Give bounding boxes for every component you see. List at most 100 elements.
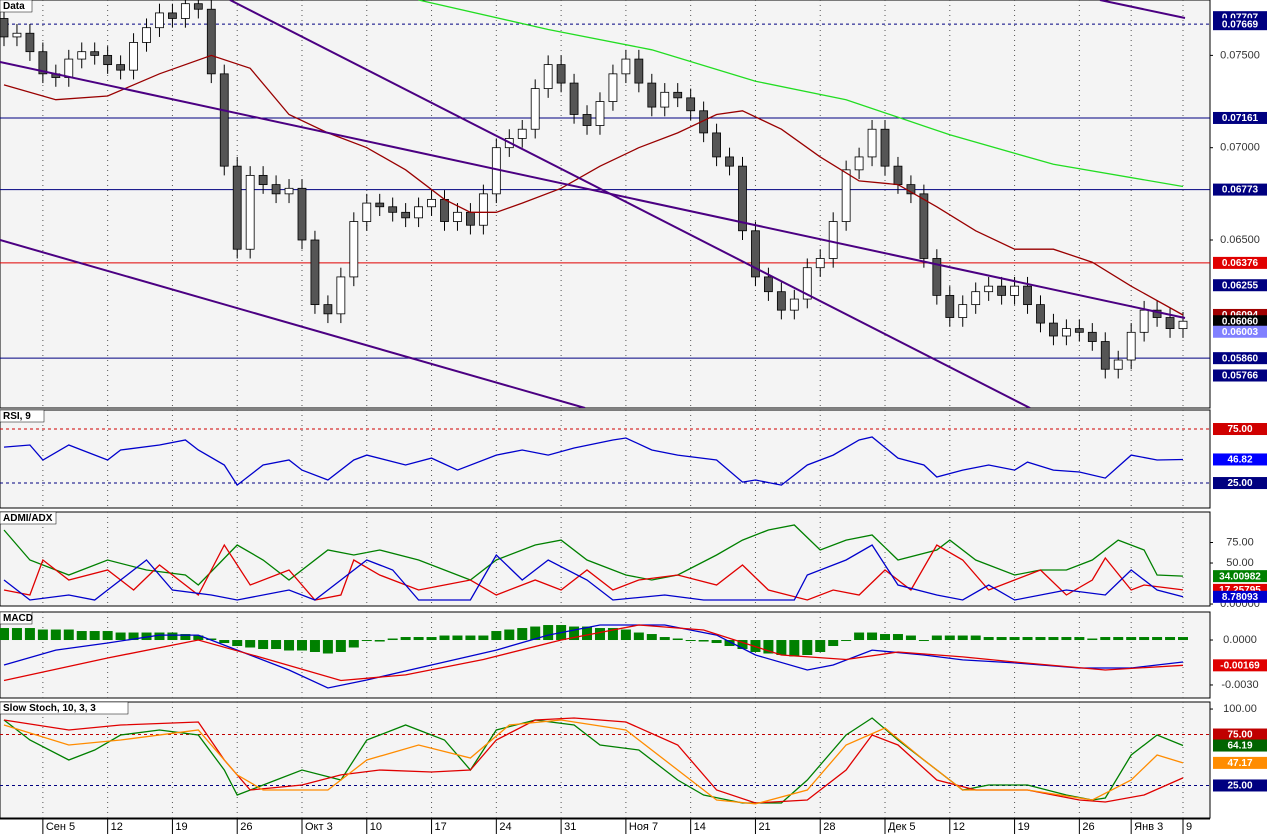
trend-line — [229, 0, 1031, 408]
candle-body — [660, 91, 670, 108]
value-marker — [1213, 590, 1267, 603]
candle-body — [802, 267, 812, 300]
candle-body — [1010, 285, 1019, 296]
histogram-bar — [892, 634, 903, 641]
x-tick-label: Янв 3 — [1134, 821, 1163, 833]
panel-title: RSI, 9 — [3, 411, 31, 422]
panel-title: Data — [3, 1, 25, 12]
candle-body — [219, 73, 229, 167]
histogram-bar — [400, 637, 411, 641]
x-tick-label: 12 — [953, 821, 965, 833]
histogram-bar — [206, 638, 217, 641]
histogram-bar — [1100, 637, 1111, 641]
candle-body — [64, 58, 74, 78]
candle-body — [129, 42, 138, 71]
candle-body — [712, 132, 721, 158]
candle-body — [686, 97, 696, 112]
y-tick-label: 100.00 — [1223, 703, 1257, 715]
candle-body — [530, 88, 540, 130]
y-tick-label: 50.00 — [1226, 557, 1254, 569]
x-tick-label: 19 — [175, 821, 187, 833]
value-marker-label: 0.06773 — [1222, 185, 1259, 196]
histogram-bar — [1126, 637, 1137, 641]
histogram-bar — [154, 632, 165, 641]
candle-body — [336, 276, 346, 315]
histogram-bar — [620, 629, 631, 641]
value-marker — [1213, 739, 1267, 752]
value-marker — [1213, 570, 1267, 583]
panel — [0, 702, 1210, 818]
candle-body — [414, 206, 423, 219]
trend-line — [0, 61, 1186, 319]
series-line — [3, 54, 1184, 316]
candle-body — [945, 294, 955, 318]
histogram-bar — [180, 634, 191, 641]
x-tick-label: 9 — [1186, 821, 1192, 833]
x-tick-label: 19 — [1018, 821, 1030, 833]
histogram-bar — [698, 640, 709, 642]
histogram-bar — [167, 632, 178, 641]
candle-body — [323, 304, 333, 315]
panel-header-bg — [0, 511, 57, 525]
candle-body — [77, 51, 87, 60]
candle-body — [440, 198, 449, 222]
value-marker — [1213, 659, 1267, 672]
trend-lines — [0, 0, 1186, 408]
value-marker-label: -0.00169 — [1220, 660, 1260, 671]
histogram-bar — [685, 640, 696, 642]
candle-body — [38, 51, 48, 75]
histogram-bar — [763, 640, 774, 654]
histogram-bar — [387, 638, 398, 641]
histogram-bar — [1061, 637, 1072, 641]
histogram-bar — [50, 629, 61, 641]
candle-body — [375, 202, 385, 208]
histogram-bar — [983, 637, 994, 641]
histogram-bar — [11, 628, 22, 641]
candle-body — [466, 211, 475, 226]
histogram-bar — [517, 628, 528, 641]
candle-body — [168, 12, 177, 19]
value-marker-label: 75.00 — [1227, 424, 1252, 435]
candle-body — [155, 12, 164, 29]
panel — [0, 0, 1210, 408]
value-marker — [1213, 279, 1267, 292]
histogram-bar — [880, 634, 891, 641]
histogram-bar — [1009, 637, 1020, 641]
series-line — [3, 524, 1184, 586]
series-line — [3, 543, 1184, 601]
candle-body — [116, 64, 126, 71]
candle-body — [997, 285, 1007, 296]
candle-body — [984, 285, 994, 293]
histogram-bar — [271, 640, 282, 650]
histogram-bar — [867, 632, 878, 641]
candle-body — [932, 258, 942, 296]
histogram-bar — [854, 632, 865, 641]
value-marker-label: 0.05860 — [1222, 353, 1259, 364]
histogram-bar — [296, 640, 307, 651]
y-tick-label: 0.06500 — [1220, 234, 1260, 246]
histogram-bar — [219, 640, 230, 644]
candle-body — [193, 3, 203, 10]
histogram-bar — [245, 640, 256, 648]
y-tick-label: 0.07500 — [1220, 49, 1260, 61]
histogram-bar — [465, 635, 476, 641]
histogram-bar — [322, 640, 333, 654]
x-tick-label: Дек 5 — [888, 821, 916, 833]
histogram-bar — [802, 640, 813, 655]
histogram-bar — [193, 635, 204, 641]
y-tick-label: 0.0000 — [1223, 634, 1257, 646]
panel-title: MACD — [3, 613, 33, 624]
histogram-bar — [478, 635, 489, 641]
candle-body — [880, 128, 890, 167]
candle-body — [1126, 331, 1136, 361]
histogram-bar — [348, 640, 359, 648]
candle-body — [310, 239, 320, 306]
histogram-bar — [1074, 637, 1085, 641]
panel-header-bg — [0, 409, 45, 423]
histogram-bar — [439, 635, 450, 641]
series-line — [418, 0, 1184, 188]
candle-body — [1023, 285, 1032, 306]
histogram-bar — [0, 628, 9, 641]
value-marker — [1213, 18, 1267, 31]
y-tick-label: 0.07000 — [1220, 142, 1260, 154]
